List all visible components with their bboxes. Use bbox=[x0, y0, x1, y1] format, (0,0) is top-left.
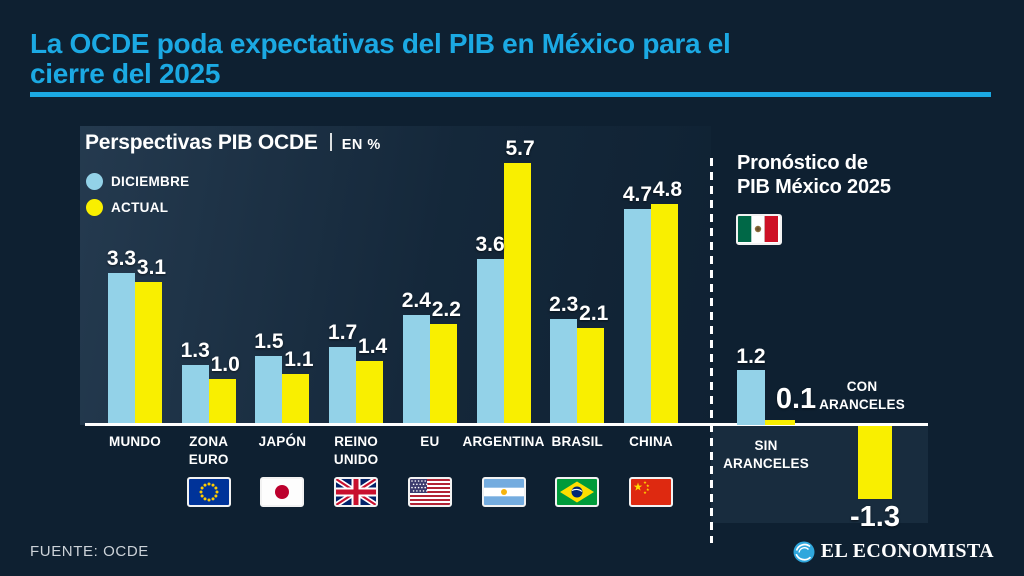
uk-flag-icon bbox=[334, 477, 379, 507]
mexico-flag-icon bbox=[736, 214, 782, 245]
bar-diciembre-2 bbox=[255, 356, 283, 425]
category-label-0: MUNDO bbox=[109, 434, 161, 449]
mx-value-actual-sin: 0.1 bbox=[775, 383, 817, 415]
value-label-actual-2: 1.1 bbox=[284, 348, 314, 372]
diciembre-dot-icon bbox=[86, 172, 103, 190]
usa-flag-icon bbox=[407, 477, 452, 507]
mx-bar-diciembre-sin bbox=[737, 369, 765, 425]
bar-actual-7 bbox=[650, 204, 678, 425]
legend-label-actual: ACTUAL bbox=[111, 199, 169, 215]
bar-actual-2 bbox=[282, 374, 310, 425]
eu-flag-icon bbox=[186, 477, 231, 507]
bar-actual-6 bbox=[577, 328, 605, 425]
bar-diciembre-0 bbox=[108, 273, 135, 425]
value-label-diciembre-1: 1.3 bbox=[180, 339, 210, 363]
bar-diciembre-5 bbox=[476, 259, 504, 425]
mx-value-diciembre-sin: 1.2 bbox=[736, 344, 766, 368]
value-label-diciembre-7: 4.7 bbox=[622, 182, 653, 206]
value-label-actual-1: 1.0 bbox=[210, 353, 240, 376]
argentina-flag-icon bbox=[481, 477, 526, 507]
page-title-line1: La OCDE poda expectativas del PIB en Méx… bbox=[30, 28, 731, 59]
brand-logo: EL ECONOMISTA bbox=[793, 540, 994, 563]
value-label-actual-7: 4.8 bbox=[652, 178, 683, 202]
chart-title: Perspectivas PIB OCDE EN % bbox=[85, 131, 381, 155]
mx-bar-actual-sin bbox=[765, 420, 795, 425]
x-axis-baseline bbox=[85, 423, 928, 426]
category-label-5: ARGENTINA bbox=[462, 434, 545, 449]
bar-actual-0 bbox=[135, 282, 162, 425]
bar-actual-5 bbox=[503, 162, 531, 425]
source-note: FUENTE: OCDE bbox=[30, 543, 149, 560]
brand-name: EL ECONOMISTA bbox=[820, 540, 994, 562]
legend-item-actual: ACTUAL bbox=[86, 198, 168, 216]
mexico-panel-title-line2: PIB México 2025 bbox=[737, 176, 891, 198]
bar-diciembre-7 bbox=[623, 208, 651, 425]
value-label-actual-4: 2.2 bbox=[431, 297, 461, 321]
bar-diciembre-6 bbox=[550, 319, 578, 425]
title-separator bbox=[329, 133, 332, 151]
value-label-actual-3: 1.4 bbox=[358, 334, 388, 358]
bar-diciembre-4 bbox=[402, 314, 430, 425]
bar-diciembre-1 bbox=[181, 365, 209, 425]
bar-actual-3 bbox=[356, 360, 384, 425]
value-label-diciembre-5: 3.6 bbox=[475, 233, 505, 257]
chart-title-text: Perspectivas PIB OCDE bbox=[85, 131, 318, 154]
value-label-actual-0: 3.1 bbox=[136, 256, 167, 280]
mx-label-sin-aranceles: SIN ARANCELES bbox=[723, 438, 809, 471]
value-label-diciembre-3: 1.7 bbox=[328, 320, 358, 344]
chart-units-label: EN % bbox=[341, 137, 381, 153]
title-underline bbox=[30, 92, 991, 97]
value-label-diciembre-2: 1.5 bbox=[254, 330, 284, 353]
value-label-actual-5: 5.7 bbox=[505, 136, 535, 160]
category-label-7: CHINA bbox=[629, 434, 673, 449]
value-label-diciembre-6: 2.3 bbox=[549, 293, 579, 317]
category-label-6: BRASIL bbox=[551, 434, 603, 449]
mx-value-actual-con: -1.3 bbox=[850, 500, 900, 533]
china-flag-icon bbox=[628, 477, 673, 507]
value-label-diciembre-4: 2.4 bbox=[401, 288, 431, 312]
dashed-separator-line bbox=[710, 158, 713, 543]
mx-bar-actual-con bbox=[858, 426, 892, 499]
legend-item-diciembre: DICIEMBRE bbox=[86, 172, 189, 190]
bar-actual-4 bbox=[429, 323, 457, 425]
category-label-3: REINO UNIDO bbox=[333, 434, 379, 467]
category-label-2: JAPÓN bbox=[258, 434, 307, 449]
bar-actual-1 bbox=[208, 379, 236, 425]
el-economista-globe-icon bbox=[793, 541, 815, 562]
category-label-1: ZONA EURO bbox=[188, 434, 229, 467]
bar-diciembre-3 bbox=[329, 346, 357, 425]
actual-dot-icon bbox=[86, 198, 103, 216]
value-label-diciembre-0: 3.3 bbox=[106, 247, 137, 271]
page-title-line2: cierre del 2025 bbox=[30, 58, 221, 89]
japan-flag-icon bbox=[260, 477, 305, 507]
mexico-panel-title-line1: Pronóstico de bbox=[737, 152, 868, 174]
page-title: La OCDE poda expectativas del PIB en Méx… bbox=[30, 29, 1010, 89]
value-label-actual-6: 2.1 bbox=[579, 302, 609, 326]
brazil-flag-icon bbox=[555, 477, 600, 507]
category-label-4: EU bbox=[420, 434, 440, 449]
mexico-panel-title: Pronóstico de PIB México 2025 bbox=[737, 151, 891, 199]
legend-label-diciembre: DICIEMBRE bbox=[111, 173, 190, 189]
mx-label-con-aranceles: CON ARANCELES bbox=[819, 379, 905, 412]
